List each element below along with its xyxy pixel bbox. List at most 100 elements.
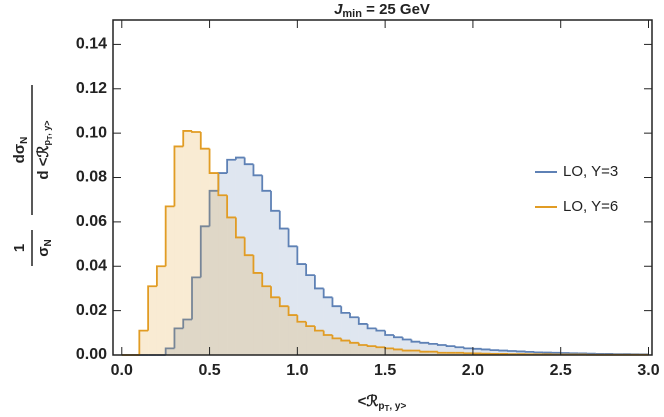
x-tick-label: 2.0 <box>462 362 484 379</box>
bin-step <box>393 348 403 351</box>
bin-fill <box>376 347 386 355</box>
histogram-series <box>121 156 649 356</box>
bin-fill <box>200 226 210 355</box>
bin-fill <box>367 346 377 355</box>
y-label-sub: N <box>19 137 30 144</box>
plot-frame <box>112 19 653 356</box>
bin-fill <box>499 350 509 355</box>
bin-fill <box>402 350 412 355</box>
bin-step <box>147 285 157 331</box>
bin-step <box>261 272 272 288</box>
bin-step <box>191 276 201 320</box>
bin-fill <box>209 190 219 355</box>
bin-step <box>436 351 447 354</box>
bin-fill <box>262 286 272 355</box>
bin-fill <box>481 349 491 355</box>
y-tick-label: 0.08 <box>76 169 107 186</box>
bin-step <box>357 317 368 325</box>
y-label-part: d <ℛpT, y> <box>35 120 54 179</box>
bin-step <box>331 297 342 308</box>
bin-fill <box>411 350 421 355</box>
bin-fill <box>156 266 166 355</box>
bin-fill <box>183 130 193 355</box>
bin-step <box>305 321 315 328</box>
bin-fill <box>385 348 394 355</box>
bin-step <box>366 345 377 348</box>
x-label-subsub: T <box>384 404 389 413</box>
y-label-sub: p <box>42 139 52 145</box>
bin-step <box>340 306 351 314</box>
y-label-part: dσN <box>11 137 30 164</box>
bin-step <box>270 286 280 299</box>
bin-step <box>270 190 280 212</box>
bin-step <box>480 348 491 351</box>
bin-step <box>261 175 272 192</box>
bin-fill <box>148 286 157 355</box>
x-tick-label: 2.5 <box>550 362 572 379</box>
bin-step <box>287 228 298 248</box>
bin-fill <box>227 159 236 355</box>
y-label-text: σ <box>35 246 52 256</box>
bin-fill <box>393 349 403 355</box>
bin-fill <box>490 350 500 355</box>
bin-fill <box>341 312 351 355</box>
bin-fill <box>306 275 315 355</box>
x-axis-label: <ℛpT, y> <box>358 393 407 413</box>
bin-step <box>393 335 403 339</box>
bin-step <box>401 349 412 352</box>
bin-step <box>428 342 438 345</box>
bin-step <box>252 255 263 274</box>
y-tick-label: 0.06 <box>76 213 107 230</box>
bin-step <box>349 312 359 319</box>
y-tick-label: 0.12 <box>76 80 107 97</box>
bin-fill <box>297 264 307 355</box>
bin-fill <box>192 277 201 355</box>
bin-step <box>489 349 500 352</box>
bin-step <box>375 346 386 349</box>
y-tick-label: 0.00 <box>76 346 107 363</box>
x-label-sub: p <box>378 401 384 412</box>
bin-step <box>243 157 254 166</box>
bin-step <box>419 350 430 353</box>
bin-fill <box>253 175 263 355</box>
title-sub: min <box>342 8 362 20</box>
x-tick-label: 0.5 <box>198 362 220 379</box>
bin-fill <box>314 288 324 355</box>
bin-step <box>208 189 219 227</box>
bin-step <box>305 264 315 277</box>
y-label-text: dσ <box>11 144 28 163</box>
bin-fill <box>244 164 254 355</box>
bin-step <box>314 275 324 290</box>
bin-step <box>199 225 210 278</box>
y-label-part: σN <box>35 239 54 257</box>
chart-title: Jmin = 25 GeV <box>334 1 430 20</box>
y-label-sub: , y> <box>42 120 52 135</box>
bin-step <box>278 210 289 230</box>
bin-step <box>445 345 456 348</box>
bin-step <box>217 173 228 197</box>
bin-fill <box>218 195 228 355</box>
bin-step <box>314 326 324 332</box>
y-label-subsub: T <box>47 135 54 140</box>
bin-step <box>243 237 254 257</box>
histogram-series <box>121 130 649 356</box>
bin-fill <box>297 321 307 355</box>
bin-fill <box>288 246 298 355</box>
bin-step <box>164 205 175 267</box>
bin-fill <box>437 345 447 355</box>
bin-fill <box>165 206 175 355</box>
bin-step <box>226 158 236 174</box>
bin-step <box>357 342 368 346</box>
bin-step <box>173 327 184 349</box>
bin-fill <box>332 306 342 355</box>
bin-fill <box>288 315 298 355</box>
bin-step <box>401 337 412 341</box>
bin-fill <box>279 306 289 355</box>
bin-fill <box>446 346 456 355</box>
y-tick-label: 0.10 <box>76 124 107 141</box>
bin-fill <box>323 335 333 355</box>
x-label-sub: , y> <box>389 401 406 412</box>
bin-step <box>155 265 166 287</box>
bin-fill <box>367 328 377 355</box>
bin-fill <box>350 317 359 355</box>
